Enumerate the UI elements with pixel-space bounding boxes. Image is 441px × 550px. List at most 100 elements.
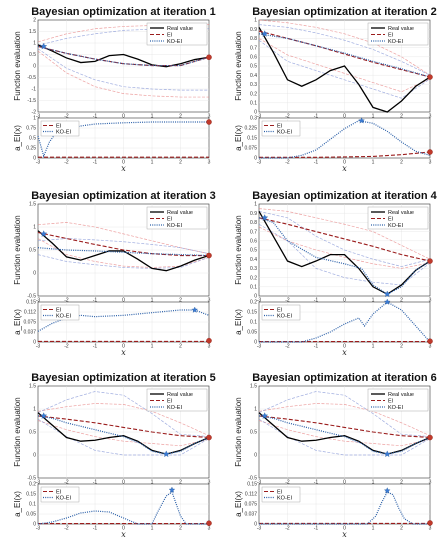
confidence-lower-bound <box>37 420 210 447</box>
bottom-legend-label: KO-EI <box>56 496 71 502</box>
x-axis-label: x <box>342 164 347 173</box>
top-legend-label: KO-EI <box>388 223 403 229</box>
bottom-x-tick-label: -1 <box>314 526 319 532</box>
bottom-legend-label: KO-EI <box>277 496 292 502</box>
ko-ei-acquisition-line <box>37 121 209 158</box>
top-x-tick-label: 1 <box>151 114 154 120</box>
top-y-axis-label: Function evaluation <box>13 215 22 284</box>
top-y-tick-label: -0.5 <box>27 476 36 482</box>
top-y-tick-label: -0.5 <box>27 75 36 81</box>
top-x-tick-label: 3 <box>208 480 211 486</box>
sample-dot-marker <box>206 54 212 61</box>
top-y-tick-label: 1.5 <box>29 202 36 208</box>
confidence-lower-bound <box>258 39 431 99</box>
sample-dot-marker <box>206 434 212 441</box>
ko-ei-line <box>258 415 431 455</box>
top-y-axis-label: Function evaluation <box>234 31 243 100</box>
ei-line <box>37 45 210 67</box>
bottom-y-tick-label: 0 <box>33 522 36 528</box>
top-legend-label: EI <box>388 217 394 223</box>
bottom-y-axis-label: a_EI(x) <box>234 491 243 517</box>
bottom-x-tick-label: -3 <box>257 344 262 350</box>
real-value-line <box>258 412 431 455</box>
bottom-x-tick-label: 3 <box>429 160 432 166</box>
bottom-y-axis-label: a_EI(x) <box>234 125 243 151</box>
bottom-y-axis-label: a_EI(x) <box>234 309 243 335</box>
top-x-tick-label: 1 <box>372 114 375 120</box>
top-legend-label: KO-EI <box>167 405 182 411</box>
top-x-tick-label: 2 <box>179 114 182 120</box>
acquisition-dot-marker <box>206 337 212 344</box>
bottom-x-tick-label: 3 <box>208 160 211 166</box>
top-x-tick-label: -1 <box>93 114 98 120</box>
sample-star-marker <box>40 230 48 237</box>
top-y-axis-label: Function evaluation <box>13 31 22 100</box>
bottom-y-tick-label: 0 <box>254 522 257 528</box>
confidence-upper-bound <box>258 19 431 76</box>
bottom-x-tick-label: 1 <box>151 526 154 532</box>
bottom-x-tick-label: 0 <box>343 526 346 532</box>
top-legend-label: EI <box>167 399 173 405</box>
bottom-x-tick-label: 0 <box>343 160 346 166</box>
bottom-y-axis-label: a_EI(x) <box>13 309 22 335</box>
top-x-tick-label: -1 <box>314 114 319 120</box>
top-y-tick-label: 0.6 <box>250 239 257 245</box>
top-y-tick-label: 0.6 <box>250 55 257 61</box>
top-x-tick-label: -3 <box>36 298 41 304</box>
ei-line <box>258 30 431 78</box>
bottom-x-tick-label: 1 <box>372 526 375 532</box>
confidence-upper-bound <box>37 403 210 436</box>
bottom-legend-label: KO-EI <box>277 314 292 320</box>
bottom-y-tick-label: 0.037 <box>23 330 36 336</box>
bottom-legend-box <box>261 120 301 137</box>
top-x-tick-label: 3 <box>208 298 211 304</box>
confidence-lower-bound <box>258 38 431 93</box>
ei-line <box>37 415 210 439</box>
confidence-upper-bound <box>258 24 431 76</box>
bottom-y-tick-label: 0.1 <box>29 502 36 508</box>
bottom-x-tick-label: 2 <box>179 344 182 350</box>
bottom-x-tick-label: 2 <box>400 344 403 350</box>
top-x-tick-label: 0 <box>122 480 125 486</box>
subplot-title: Bayesian optimization at iteration 5 <box>31 372 216 384</box>
bottom-y-tick-label: 0.2 <box>250 300 257 306</box>
top-legend-label: KO-EI <box>388 405 403 411</box>
subplot-title: Bayesian optimization at iteration 1 <box>31 6 216 18</box>
ko-ei-acquisition-line <box>259 120 431 159</box>
top-x-tick-label: 2 <box>179 298 182 304</box>
real-value-line <box>258 211 431 295</box>
top-x-tick-label: -1 <box>93 298 98 304</box>
x-axis-label: x <box>121 348 126 357</box>
confidence-lower-bound <box>37 48 209 91</box>
bottom-x-tick-label: -2 <box>64 160 69 166</box>
sample-star-marker <box>162 450 170 457</box>
confidence-lower-bound <box>37 50 209 98</box>
confidence-upper-bound <box>37 238 210 255</box>
bottom-y-tick-label: 0.15 <box>26 300 36 306</box>
sample-star-marker <box>383 290 391 298</box>
ei-line <box>258 415 431 439</box>
bottom-y-axis-label: a_EI(x) <box>13 491 22 517</box>
subplot-title: Bayesian optimization at iteration 3 <box>31 190 216 202</box>
bottom-x-tick-label: 1 <box>151 344 154 350</box>
bottom-x-tick-label: 0 <box>122 344 125 350</box>
bottom-x-tick-label: 1 <box>372 344 375 350</box>
confidence-lower-bound <box>258 418 431 456</box>
top-legend-label: KO-EI <box>167 39 182 45</box>
top-x-tick-label: 0 <box>122 114 125 120</box>
bottom-legend-label: KO-EI <box>56 314 71 320</box>
bottom-legend-box <box>40 120 80 137</box>
top-y-axis-label: Function evaluation <box>13 397 22 466</box>
top-legend-label: EI <box>388 399 394 405</box>
sample-star-marker <box>40 412 48 419</box>
subplot-6: Bayesian optimization at iteration 6 -0.5… <box>234 372 437 539</box>
sample-dot-marker <box>427 258 433 264</box>
bottom-legend-label: EI <box>277 308 283 314</box>
top-y-tick-label: 0.5 <box>29 248 36 254</box>
ei-line <box>37 231 209 257</box>
top-y-tick-label: 0.3 <box>250 266 257 272</box>
